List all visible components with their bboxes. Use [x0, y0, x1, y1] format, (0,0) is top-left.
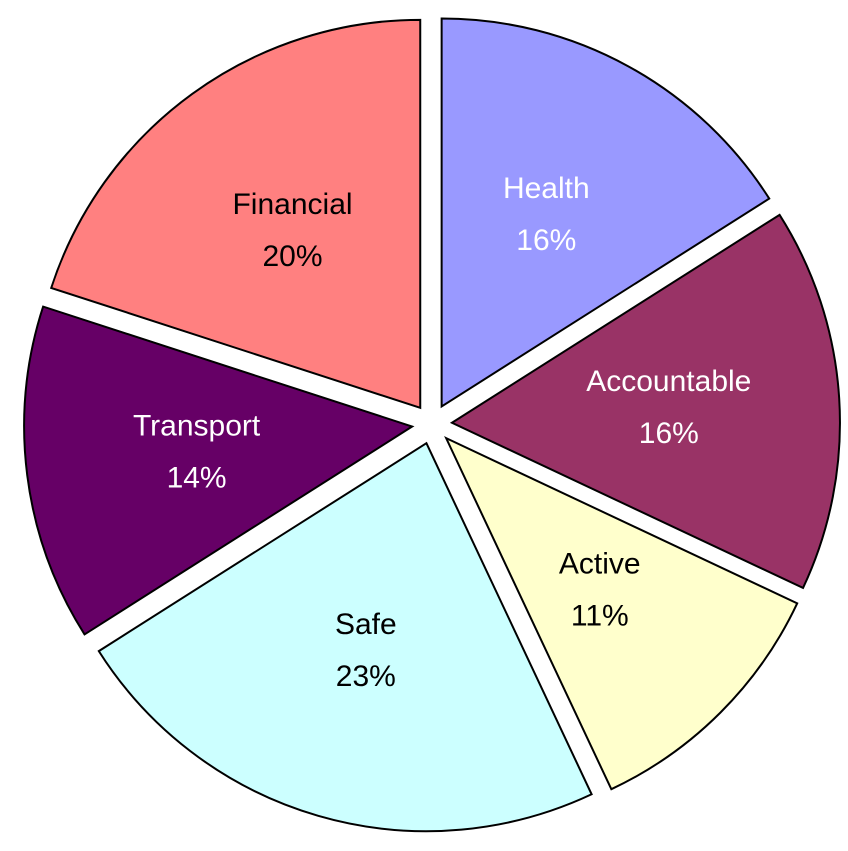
pie-slice [444, 436, 799, 791]
slice-value-label: 23% [336, 660, 396, 693]
slice-value-label: 16% [516, 224, 576, 257]
slice-label: Transport [133, 410, 261, 443]
slice-label: Financial [232, 188, 352, 221]
slice-label: Health [503, 172, 590, 205]
pie-slice [49, 18, 422, 410]
pie-slice [23, 305, 415, 636]
pie-slice [97, 441, 593, 833]
slice-label: Accountable [586, 365, 751, 398]
pie-slice [449, 213, 841, 590]
slice-value-label: 11% [571, 600, 629, 633]
pie-slice [440, 17, 771, 409]
slice-label: Active [559, 548, 641, 581]
slice-label: Safe [335, 608, 397, 641]
slice-value-label: 14% [167, 462, 227, 495]
slice-value-label: 20% [263, 240, 323, 273]
slice-value-label: 16% [639, 417, 699, 450]
